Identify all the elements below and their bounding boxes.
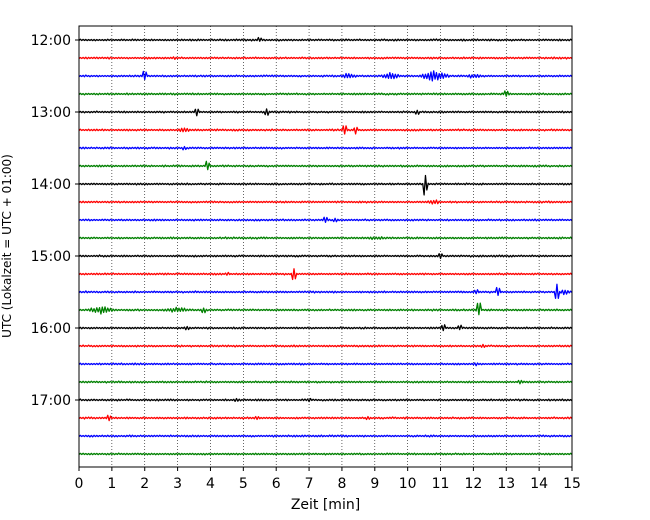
trace-1715: [78, 414, 573, 422]
y-tick-label: 15:00: [31, 249, 71, 265]
x-tick-label: 6: [272, 476, 281, 492]
trace-line: [78, 302, 573, 316]
trace-line: [78, 145, 573, 151]
trace-1215: [78, 56, 573, 60]
trace-1430: [78, 216, 573, 223]
trace-1330: [78, 145, 573, 151]
trace-line: [78, 199, 573, 205]
x-tick-label: 4: [206, 476, 215, 492]
y-tick-label: 13:00: [31, 105, 71, 121]
x-tick-label: 5: [239, 476, 248, 492]
y-axis-label: UTC (Lokalzeit = UTC + 01:00): [0, 154, 14, 338]
x-tick-label: 12: [464, 476, 482, 492]
x-axis: 0 1 2 3 4 5 6 7 8 9 10 11 12 13 14 15: [75, 467, 581, 492]
trace-line: [78, 125, 573, 135]
x-axis-label: Zeit [min]: [291, 497, 360, 513]
x-tick-label: 13: [497, 476, 515, 492]
trace-line: [78, 236, 573, 241]
y-tick-label: 17:00: [31, 393, 71, 409]
trace-1515: [78, 268, 573, 281]
trace-line: [78, 70, 573, 82]
y-tick-label: 14:00: [31, 177, 71, 193]
trace-line: [78, 343, 573, 348]
trace-line: [78, 108, 573, 117]
trace-1615: [78, 343, 573, 348]
trace-line: [78, 283, 573, 299]
trace-line: [78, 268, 573, 281]
trace-line: [78, 160, 573, 171]
trace-line: [78, 414, 573, 422]
x-tick-label: 14: [530, 476, 548, 492]
trace-line: [78, 324, 573, 332]
trace-line: [78, 56, 573, 60]
trace-line: [78, 434, 573, 438]
y-tick-label: 16:00: [31, 321, 71, 337]
trace-1730: [78, 434, 573, 438]
trace-1245: [78, 90, 573, 97]
trace-1745: [78, 452, 573, 456]
x-tick-label: 11: [432, 476, 450, 492]
trace-1415: [78, 199, 573, 205]
trace-1630: [78, 362, 573, 367]
trace-line: [78, 253, 573, 260]
x-tick-label: 15: [563, 476, 581, 492]
x-tick-label: 1: [107, 476, 116, 492]
trace-line: [78, 90, 573, 97]
trace-1645: [78, 379, 573, 385]
x-tick-label: 8: [337, 476, 346, 492]
trace-1500: [78, 253, 573, 260]
trace-line: [78, 379, 573, 385]
trace-1200: [78, 36, 573, 42]
x-tick-label: 2: [140, 476, 149, 492]
x-tick-label: 7: [305, 476, 314, 492]
trace-1345: [78, 160, 573, 171]
trace-1600: [78, 324, 573, 332]
plot-frame: [78, 25, 573, 468]
trace-line: [78, 216, 573, 223]
trace-1445: [78, 236, 573, 241]
trace-1315: [78, 125, 573, 135]
y-axis: 12:00 13:00 14:00 15:00 16:00 17:00: [31, 33, 79, 409]
x-tick-label: 0: [75, 476, 84, 492]
trace-1300: [78, 108, 573, 117]
trace-1400: [78, 174, 573, 196]
trace-1230: [78, 70, 573, 82]
trace-line: [78, 174, 573, 196]
trace-series-group: [78, 36, 573, 456]
y-tick-label: 12:00: [31, 33, 71, 49]
trace-line: [78, 452, 573, 456]
trace-line: [78, 36, 573, 42]
trace-line: [78, 397, 573, 403]
x-tick-label: 9: [370, 476, 379, 492]
trace-1530: [78, 283, 573, 299]
trace-1545: [78, 302, 573, 316]
x-tick-label: 3: [173, 476, 182, 492]
trace-1700: [78, 397, 573, 403]
x-tick-label: 10: [399, 476, 417, 492]
trace-line: [78, 362, 573, 367]
